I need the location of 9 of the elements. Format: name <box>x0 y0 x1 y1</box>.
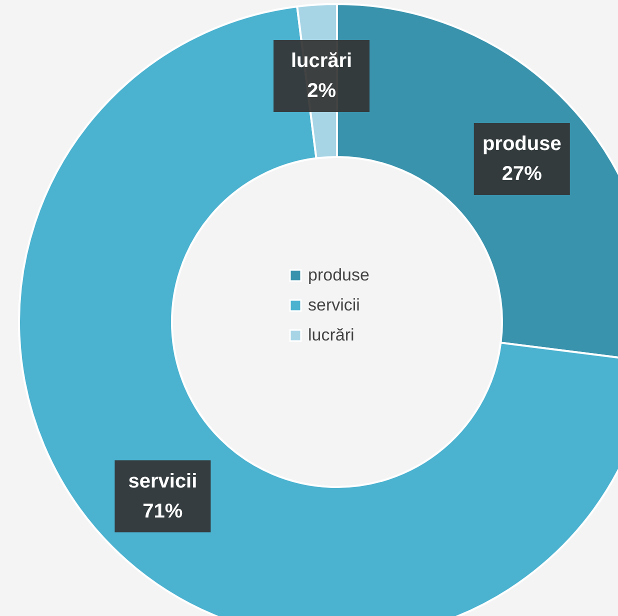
slice-label: lucrări <box>290 50 352 72</box>
slice-label: servicii <box>128 470 198 492</box>
legend-label: lucrări <box>308 326 354 344</box>
legend-label: produse <box>308 266 370 284</box>
legend-label: servicii <box>308 296 360 314</box>
data-label: 27% <box>502 162 542 185</box>
data-label: 2% <box>307 80 336 102</box>
slice-label: produse <box>482 132 562 155</box>
data-label: 71% <box>142 500 183 522</box>
